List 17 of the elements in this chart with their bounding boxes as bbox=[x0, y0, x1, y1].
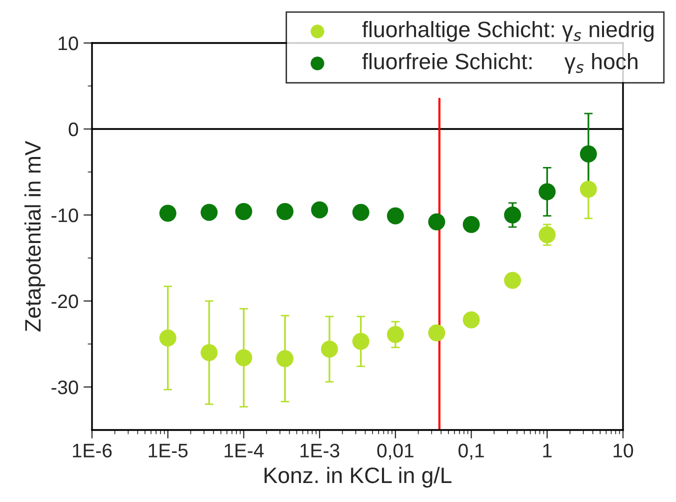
x-tick-label: 0,01 bbox=[377, 444, 414, 460]
x-tick-label: 10 bbox=[614, 444, 634, 458]
y-tick-label: -30 bbox=[52, 380, 78, 394]
x-tick-label: 0,1 bbox=[458, 444, 484, 460]
legend-label: fluorhaltige Schicht: γ$_{s}$ niedrig bbox=[362, 21, 654, 42]
y-tick-label: -10 bbox=[52, 208, 78, 222]
x-axis-title: Konz. in KCL in g/L bbox=[264, 466, 452, 488]
x-tick-label: 1E-4 bbox=[224, 444, 264, 458]
x-tick-label: 1E-6 bbox=[72, 444, 112, 458]
x-tick-label: 1E-3 bbox=[300, 444, 340, 458]
y-tick-label: 0 bbox=[68, 122, 78, 136]
y-tick-label: 10 bbox=[58, 36, 78, 50]
legend-label: fluorfreie Schicht: γ$_{s}$ hoch bbox=[362, 53, 638, 74]
x-tick-label: 1E-5 bbox=[148, 444, 188, 458]
x-tick-label: 1 bbox=[543, 444, 552, 458]
y-axis-title: Zetapotential in mV bbox=[24, 140, 46, 332]
y-tick-label: -20 bbox=[52, 294, 78, 308]
